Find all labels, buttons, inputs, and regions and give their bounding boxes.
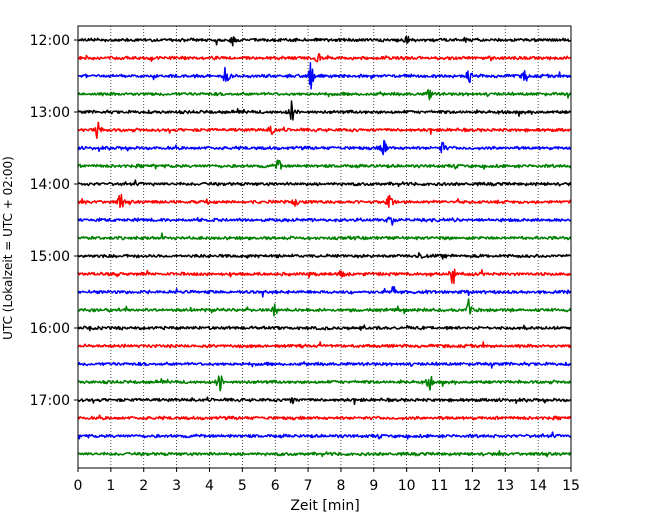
seismic-trace — [77, 268, 571, 285]
seismic-trace — [77, 251, 571, 260]
seismic-traces — [77, 35, 572, 458]
seismic-trace — [77, 179, 572, 188]
seismic-trace — [77, 396, 571, 405]
seismic-trace — [77, 88, 572, 101]
y-tick-label: 17:00 — [30, 393, 70, 409]
x-axis-label: Zeit [min] — [290, 498, 359, 514]
seismic-trace — [77, 324, 572, 332]
seismic-trace — [77, 159, 572, 170]
seismic-trace — [77, 431, 572, 440]
seismic-trace — [77, 100, 572, 121]
seismic-trace — [77, 361, 572, 369]
seismic-trace — [77, 139, 572, 156]
x-tick-label: 3 — [172, 478, 181, 494]
x-tick-label: 4 — [205, 478, 214, 494]
x-tick-label: 8 — [336, 478, 345, 494]
y-tick-label: 14:00 — [30, 177, 70, 193]
x-tick-label: 13 — [496, 478, 514, 494]
x-tick-label: 11 — [431, 478, 449, 494]
x-tick-label: 10 — [398, 478, 416, 494]
seismic-trace — [77, 53, 572, 63]
x-tick-label: 7 — [304, 478, 313, 494]
y-tick-label: 13:00 — [30, 105, 70, 121]
seismic-trace — [77, 449, 572, 458]
x-tick-label: 0 — [74, 478, 83, 494]
x-axis-ticks: 0 1 2 3 4 5 6 7 8 9 10 11 12 13 14 15 — [74, 468, 580, 494]
seismic-trace — [77, 232, 572, 241]
y-axis-ticks: 12:00 13:00 14:00 15:00 16:00 17:00 — [30, 33, 78, 409]
y-tick-label: 12:00 — [30, 33, 70, 49]
seismic-trace — [77, 35, 571, 47]
seismic-trace — [77, 61, 572, 90]
seismic-trace — [77, 216, 572, 226]
y-tick-label: 15:00 — [30, 249, 70, 265]
seismic-trace — [77, 121, 572, 139]
seismic-trace — [77, 298, 572, 317]
plot-frame — [77, 25, 572, 469]
y-tick-label: 16:00 — [30, 321, 70, 337]
seismic-trace — [77, 286, 572, 298]
x-tick-label: 9 — [369, 478, 378, 494]
x-tick-label: 12 — [463, 478, 481, 494]
x-tick-label: 6 — [271, 478, 280, 494]
seismic-trace — [77, 414, 572, 421]
x-tick-label: 1 — [106, 478, 115, 494]
x-tick-label: 14 — [529, 478, 547, 494]
seismic-trace — [77, 341, 572, 349]
x-tick-label: 5 — [238, 478, 247, 494]
seismic-trace — [77, 193, 572, 209]
x-tick-label: 2 — [139, 478, 148, 494]
y-axis-label: UTC (Lokalzeit = UTC + 02:00) — [1, 156, 15, 340]
x-tick-label: 15 — [562, 478, 580, 494]
seismic-trace — [77, 375, 572, 392]
